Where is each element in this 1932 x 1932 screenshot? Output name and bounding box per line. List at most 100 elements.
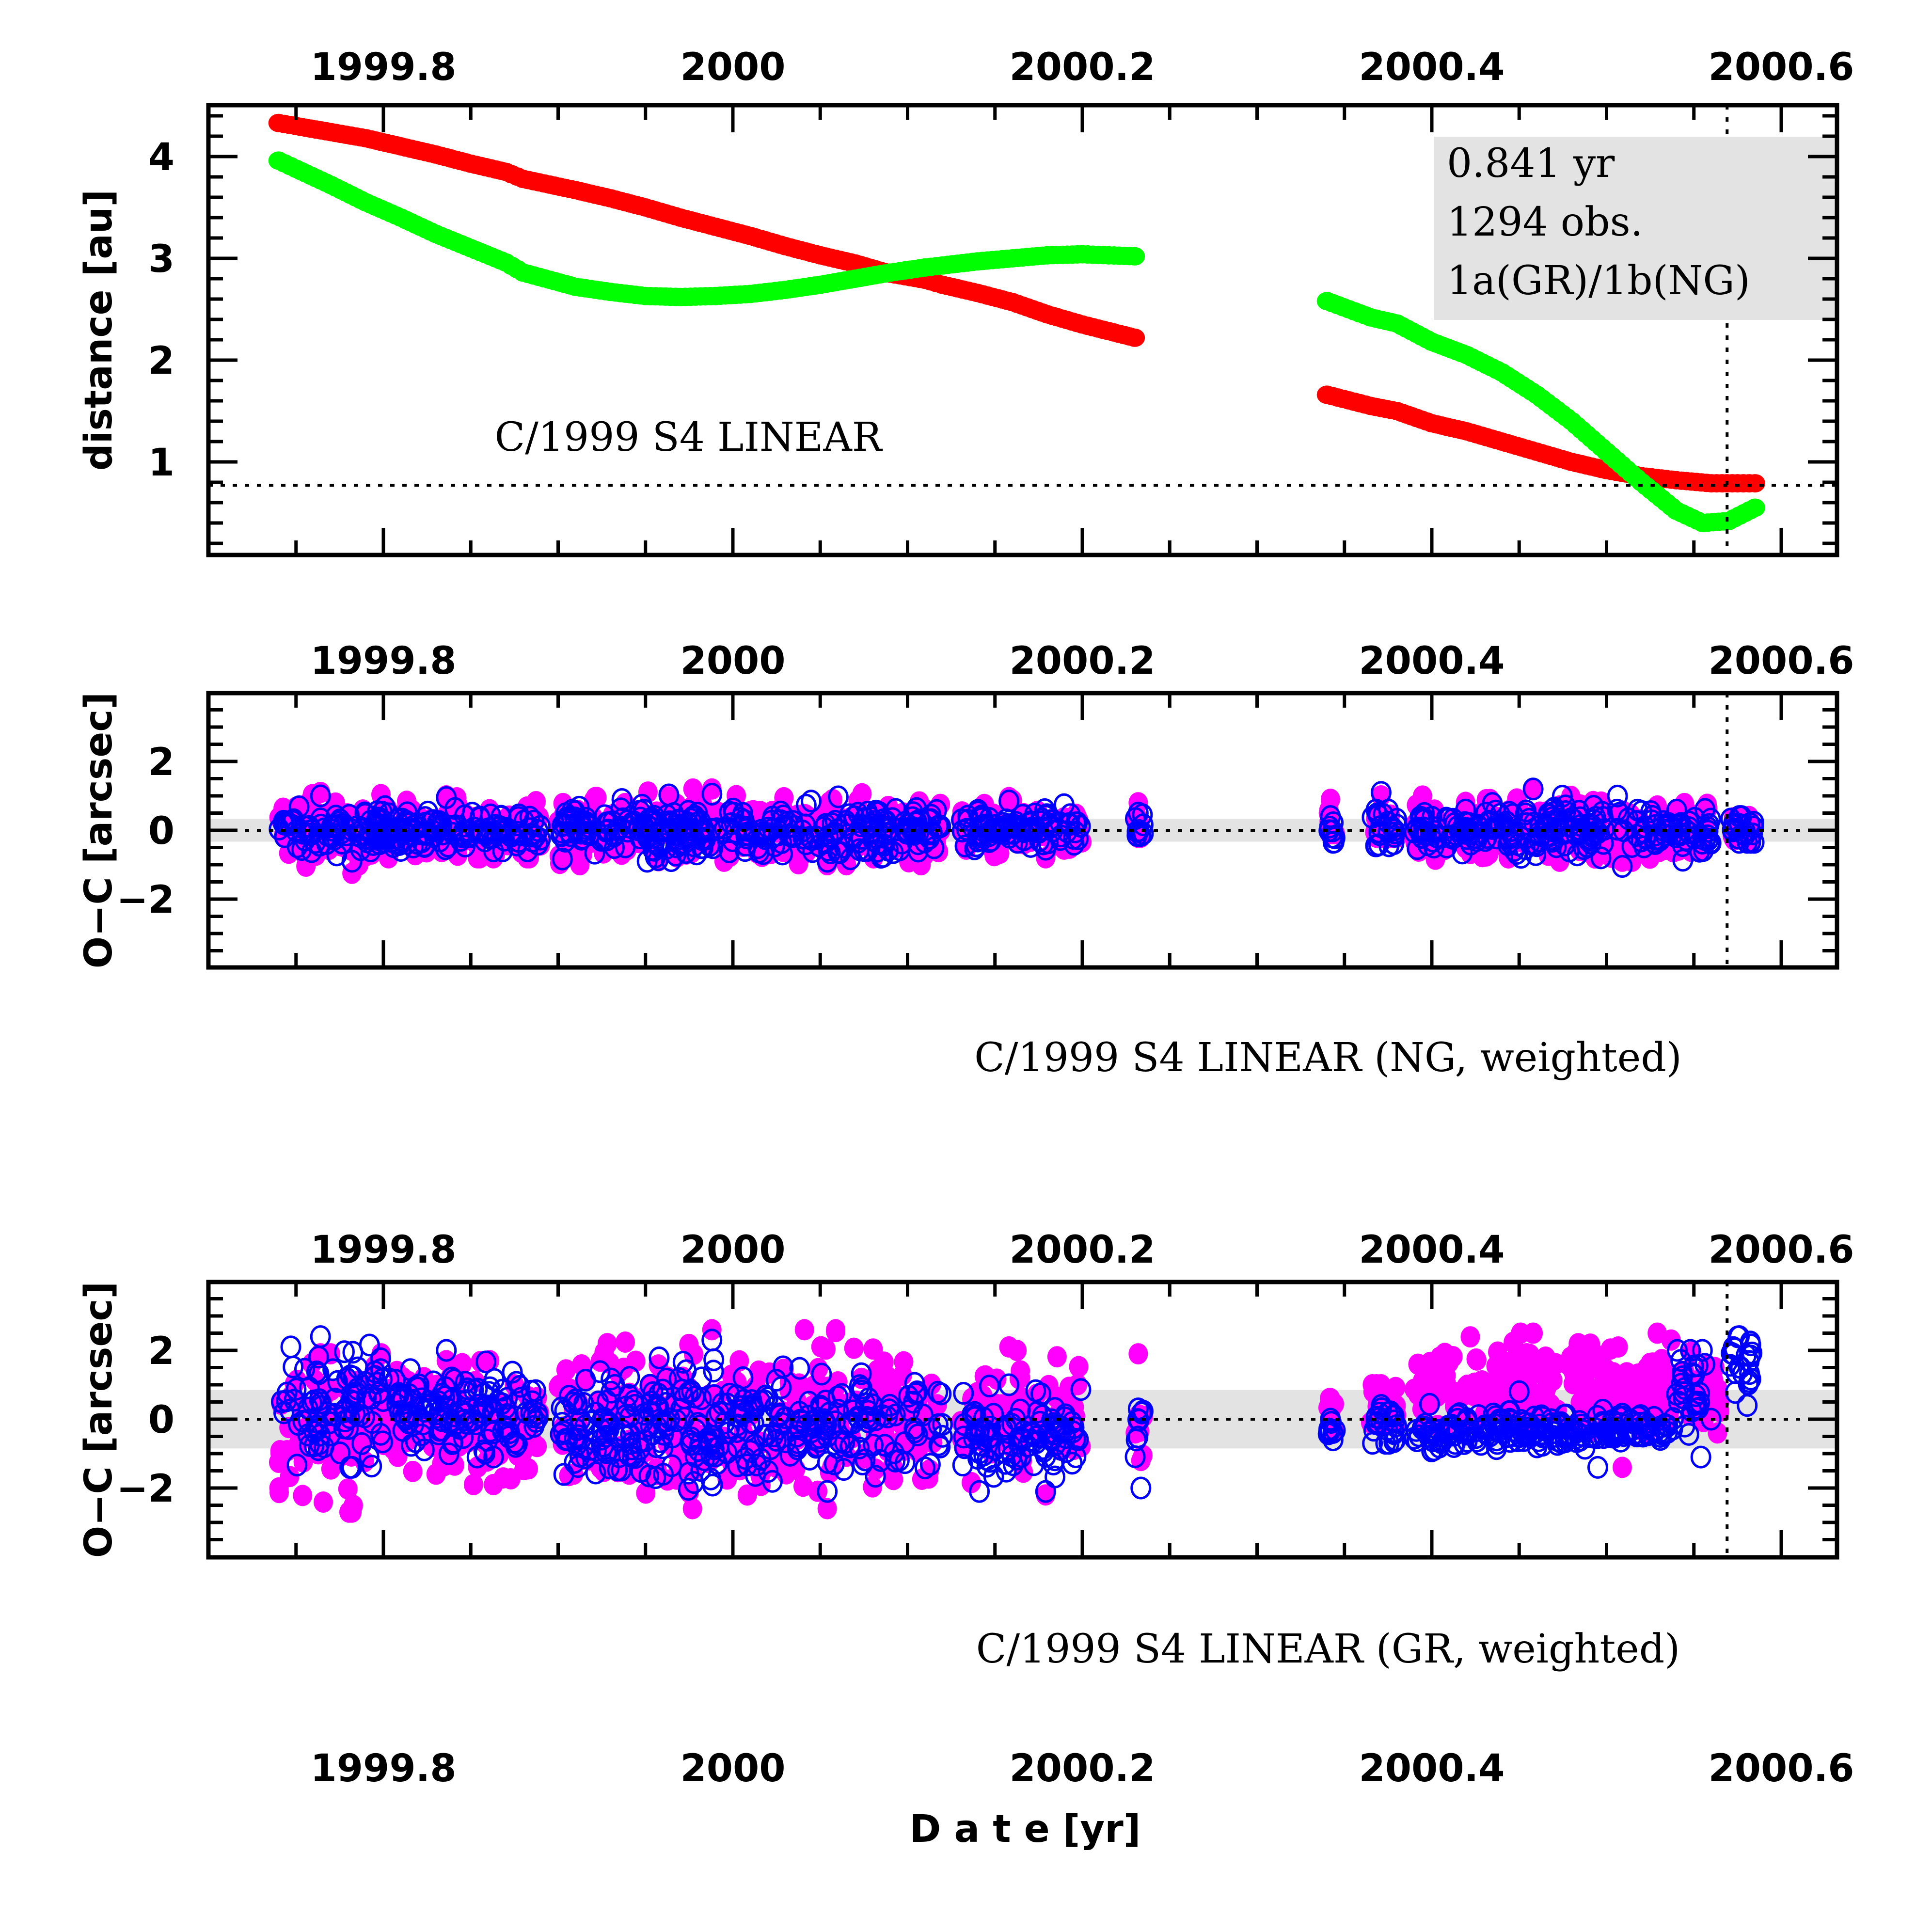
x-tick-label-bottom: 2000 — [680, 1747, 785, 1790]
data-point — [500, 824, 522, 848]
data-point — [1618, 1386, 1638, 1408]
data-point — [969, 1480, 990, 1503]
data-point — [283, 1355, 304, 1378]
x-tick-label: 2000.4 — [1359, 46, 1505, 89]
data-point — [907, 832, 929, 855]
data-point — [1739, 1370, 1760, 1393]
data-point — [1127, 1397, 1149, 1421]
data-point — [414, 834, 435, 857]
data-point — [1443, 1424, 1465, 1447]
data-point — [618, 1384, 639, 1407]
data-point — [769, 1404, 791, 1427]
data-point — [569, 795, 590, 819]
data-point — [793, 1475, 813, 1497]
data-point — [702, 778, 722, 800]
data-point — [1037, 1422, 1058, 1445]
data-point — [1494, 815, 1516, 838]
data-point — [930, 1435, 951, 1458]
data-point — [370, 1347, 391, 1370]
data-point — [354, 803, 376, 826]
data-point — [1680, 1339, 1701, 1362]
data-point — [1320, 1388, 1340, 1409]
data-point — [1566, 1420, 1587, 1443]
data-point — [1070, 815, 1091, 838]
data-point — [456, 1389, 477, 1412]
x-tick-label-bottom: 2000.6 — [1709, 1747, 1854, 1790]
data-point — [317, 1401, 338, 1425]
data-point — [1587, 1456, 1608, 1479]
data-point — [661, 1454, 682, 1477]
data-point — [789, 1415, 810, 1439]
data-point — [587, 787, 607, 808]
data-point — [361, 1455, 382, 1478]
data-point — [878, 839, 899, 862]
data-point — [1644, 831, 1665, 854]
data-point — [1669, 814, 1691, 838]
data-point — [585, 1461, 606, 1485]
data-point — [514, 1459, 534, 1481]
data-point — [1418, 1425, 1440, 1448]
x-tick-label: 2000 — [680, 639, 785, 683]
data-point — [1666, 1383, 1687, 1406]
y-tick-label: −2 — [116, 1467, 174, 1511]
x-tick-label: 2000.6 — [1709, 1228, 1854, 1272]
data-point — [1606, 1416, 1628, 1440]
data-point — [286, 835, 308, 858]
data-point — [553, 1463, 574, 1486]
data-point — [865, 1465, 886, 1488]
data-point — [666, 823, 688, 846]
data-point — [1368, 820, 1389, 843]
data-point — [1708, 1422, 1727, 1444]
x-tick-label: 2000.6 — [1709, 46, 1854, 89]
data-point — [1371, 1374, 1391, 1395]
data-point — [1592, 1411, 1613, 1434]
data-point — [499, 1421, 520, 1444]
data-point — [431, 815, 452, 839]
data-point — [652, 1436, 674, 1459]
info-box-line: 1294 obs. — [1447, 199, 1643, 245]
info-box — [1434, 137, 1837, 320]
data-point — [726, 1384, 747, 1407]
data-point — [386, 1385, 407, 1409]
data-point — [1128, 1343, 1148, 1365]
data-point — [436, 1339, 457, 1362]
x-tick-label: 2000.2 — [1010, 1228, 1156, 1272]
data-point — [1370, 781, 1392, 804]
data-point — [552, 847, 573, 871]
data-point — [1710, 1390, 1730, 1412]
data-point — [411, 1424, 432, 1447]
data-point — [269, 1482, 289, 1504]
data-point — [354, 1371, 376, 1394]
data-point — [1047, 1346, 1067, 1368]
data-point — [683, 1471, 704, 1494]
data-point — [409, 1373, 430, 1396]
data-point — [441, 1366, 462, 1390]
data-point — [280, 813, 301, 836]
data-point — [862, 829, 884, 852]
data-point — [962, 1472, 982, 1493]
data-point — [473, 1401, 494, 1424]
data-point — [1473, 1416, 1494, 1440]
data-point — [967, 829, 989, 853]
data-point — [882, 807, 903, 830]
data-point — [1455, 821, 1476, 844]
data-point — [1484, 816, 1505, 839]
data-point — [527, 819, 549, 842]
data-point — [1720, 1354, 1741, 1377]
data-point — [849, 1437, 870, 1460]
panel-middle: 1999.8 2000 2000.2 2000.4 2000.6 −2 0 2 O−C [arc… — [77, 639, 1854, 1081]
data-point — [280, 1335, 301, 1359]
data-point — [450, 829, 471, 852]
data-point — [310, 784, 331, 808]
data-point — [954, 834, 976, 857]
data-point — [703, 1360, 724, 1383]
data-point — [619, 1366, 640, 1389]
y-tick-label: 2 — [148, 1330, 174, 1373]
data-point — [288, 795, 310, 819]
data-point — [603, 836, 625, 859]
data-point — [1317, 1422, 1339, 1445]
data-point — [294, 1358, 315, 1381]
data-point — [1508, 1380, 1530, 1403]
